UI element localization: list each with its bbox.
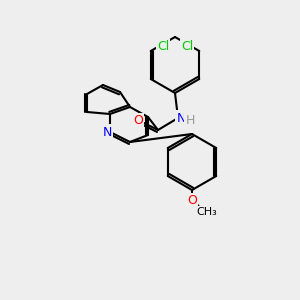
Text: Cl: Cl (181, 40, 193, 53)
Text: O: O (187, 194, 197, 208)
Text: H: H (185, 115, 195, 128)
Text: CH₃: CH₃ (196, 207, 218, 217)
Text: Cl: Cl (157, 40, 169, 53)
Text: N: N (102, 125, 112, 139)
Text: N: N (176, 112, 186, 124)
Text: O: O (133, 115, 143, 128)
